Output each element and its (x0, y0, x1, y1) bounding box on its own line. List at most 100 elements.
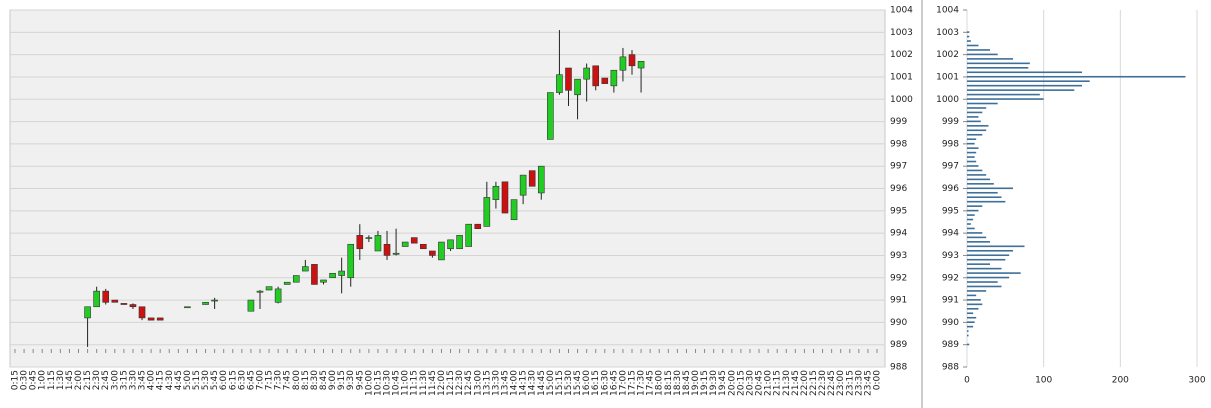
candle-body (211, 299, 218, 302)
x-tick-label: 17:30 (637, 370, 647, 396)
x-tick-label: 15:45 (573, 370, 583, 396)
x-tick-label: 300 (1188, 376, 1205, 386)
bar (967, 49, 990, 51)
bar (967, 276, 1010, 279)
bar (967, 156, 975, 158)
x-tick-label: 23:15 (845, 370, 855, 396)
bar (967, 236, 987, 239)
x-tick-label: 9:00 (328, 370, 338, 390)
bar (967, 334, 969, 337)
x-tick-label: 22:30 (818, 370, 828, 396)
x-tick-label: 6:45 (246, 370, 256, 390)
y-tick-label: 1000 (890, 95, 913, 105)
bar (967, 249, 1013, 252)
bar (967, 343, 970, 346)
x-tick-label: 1:00 (38, 370, 48, 390)
x-tick-label: 18:15 (664, 370, 674, 396)
bar (967, 44, 979, 47)
x-tick-label: 8:00 (292, 370, 302, 390)
x-tick-label: 13:30 (491, 370, 501, 396)
candle-body (619, 56, 627, 71)
candle-body (429, 250, 436, 256)
bar (967, 285, 1002, 288)
x-tick-label: 8:45 (319, 370, 329, 390)
y-tick-label: 988 (890, 363, 907, 373)
candle-body (338, 270, 345, 276)
bar (967, 241, 990, 243)
x-tick-label: 3:15 (119, 370, 129, 390)
y-tick-label: 996 (942, 184, 959, 194)
x-tick-label: 16:00 (582, 370, 592, 396)
x-tick-label: 22:15 (809, 370, 819, 396)
bar (967, 53, 998, 56)
bar (967, 187, 1013, 190)
x-tick-label: 16:15 (591, 370, 601, 396)
candle-body (474, 223, 482, 229)
x-tick-label: 10:30 (383, 370, 393, 396)
bar (967, 325, 974, 328)
x-tick-label: 18:00 (655, 370, 665, 396)
y-tick-label: 998 (942, 139, 959, 149)
bar (967, 258, 1006, 261)
bar (967, 133, 983, 136)
x-tick-label: 16:30 (600, 370, 610, 396)
x-tick-label: 14:15 (519, 370, 529, 396)
bar (967, 227, 975, 230)
x-tick-label: 12:00 (437, 370, 447, 396)
x-tick-label: 15:00 (546, 370, 556, 396)
candle-body (147, 317, 155, 321)
candle-body (256, 290, 264, 293)
bar (967, 151, 977, 154)
x-tick-label: 21:00 (764, 370, 774, 396)
x-tick-label: 23:45 (863, 370, 873, 396)
candle-body (111, 299, 119, 303)
candle-body (184, 306, 191, 309)
x-tick-label: 15:15 (555, 370, 565, 396)
bar (967, 178, 990, 181)
x-tick-label: 5:15 (192, 370, 202, 390)
x-tick-label: 7:30 (274, 370, 284, 390)
x-tick-label: 100 (1035, 376, 1052, 386)
candle-body (274, 288, 282, 303)
candle-body (447, 239, 454, 250)
bar (967, 307, 979, 310)
y-tick-label: 993 (890, 251, 907, 261)
x-tick-label: 3:45 (138, 370, 148, 390)
candle-body (129, 304, 137, 308)
bar (967, 209, 979, 212)
x-tick-label: 3:30 (128, 370, 138, 390)
y-tick-label: 997 (890, 162, 907, 172)
x-tick-label: 19:30 (709, 370, 719, 396)
y-tick-label: 990 (890, 318, 907, 328)
bar (967, 67, 1029, 69)
candle-body (120, 303, 128, 305)
candle-body (401, 241, 409, 247)
bar (967, 294, 977, 297)
x-tick-label: 5:30 (201, 370, 211, 390)
y-tick-label: 995 (942, 206, 959, 216)
bar (967, 218, 974, 221)
x-tick-label: 7:15 (265, 370, 275, 390)
candle-body (574, 78, 581, 96)
bar (967, 84, 1082, 87)
y-tick-label: 996 (890, 184, 907, 194)
candle-body (374, 235, 382, 252)
bar (967, 71, 1082, 74)
candle-body (601, 77, 609, 84)
candle-body (347, 243, 355, 279)
candle-body (356, 235, 364, 250)
candle-body (501, 181, 509, 214)
candle-body (292, 275, 300, 283)
candle-body (311, 264, 318, 285)
x-tick-label: 17:00 (618, 370, 628, 396)
bar (967, 107, 987, 109)
y-tick-label: 1001 (890, 72, 913, 82)
bar (967, 40, 971, 42)
candle-body (528, 170, 536, 187)
x-tick-label: 0:00 (873, 370, 883, 390)
bar (967, 316, 977, 319)
x-tick-label: 8:15 (301, 370, 311, 390)
bar (967, 263, 990, 265)
x-tick-label: 19:15 (700, 370, 710, 396)
bar (967, 205, 983, 207)
